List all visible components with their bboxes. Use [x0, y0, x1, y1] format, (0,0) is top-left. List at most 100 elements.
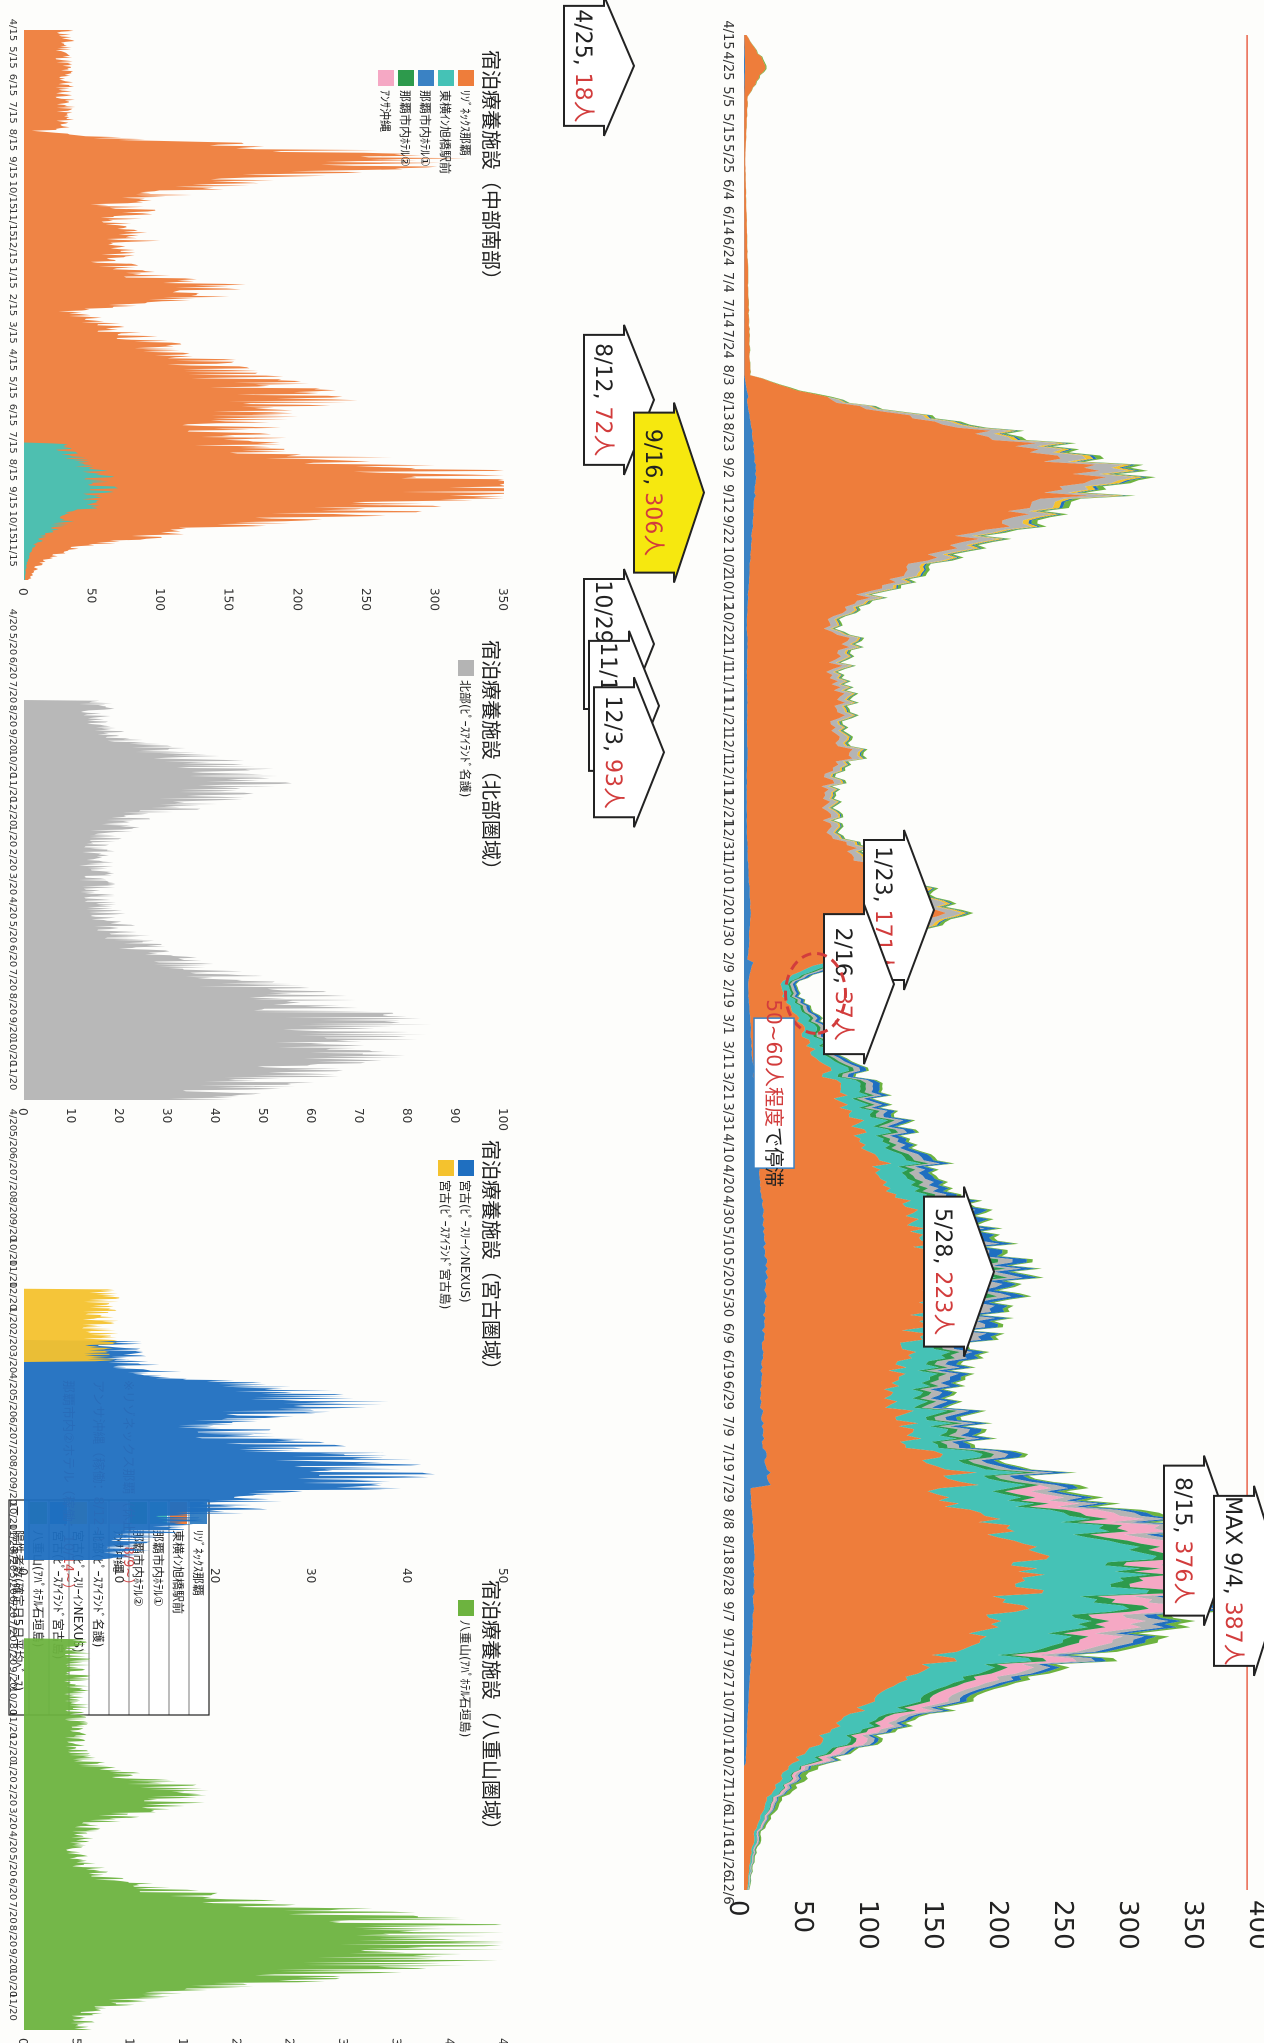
sub-legend-swatch [458, 1600, 474, 1616]
stall-value: 50~60人程度 [762, 999, 786, 1127]
sub-x-tick-label: 11/15 [7, 538, 18, 567]
callout-date: 8/15, [1170, 1477, 1195, 1540]
sub-legend-label: 宮古(ﾋﾟｰｽﾘｰｲﾝNEXUS) [458, 1180, 473, 1303]
main-x-tick-label: 7/19 [720, 1443, 735, 1472]
sub-x-tick-label: 8/15 [7, 129, 18, 151]
callout-value: 306人 [640, 492, 665, 556]
main-x-tick-label: 10/27 [720, 1748, 735, 1785]
sub-x-tick-label: 11/20 [7, 774, 18, 803]
sub-chart-subB: 10090807060504030201004/205/206/207/208/… [7, 609, 510, 1131]
main-x-tick-label: 4/20 [720, 1164, 735, 1193]
sub-chart-title: 宿泊療養施設（八重山圏域） [479, 1580, 503, 1840]
sub-y-tick-label: 0 [16, 1108, 30, 1116]
legend-marker: − [9, 1505, 25, 1517]
sub-x-tick-label: 1/20 [7, 825, 18, 847]
callout-date: 1/23, [870, 846, 895, 909]
main-x-tick-label: 12/21 [720, 789, 735, 826]
sub-x-tick-label: 11/15 [7, 208, 18, 237]
sub-x-tick-label: 6/20 [7, 1878, 18, 1900]
main-x-tick-label: 6/4 [720, 179, 735, 200]
sub-y-tick-label: 15 [176, 2038, 190, 2043]
callout-max: MAX 9/4, 387人 [1213, 1485, 1264, 1677]
sub-y-tick-label: 20 [208, 1568, 222, 1583]
sub-x-tick-label: 7/20 [7, 1175, 18, 1197]
main-x-tick-label: 1/30 [720, 917, 735, 946]
stall-annotation: 50~60人程度で停滞 [753, 951, 847, 1187]
callout-4-25: 4/25, 18人 [563, 0, 636, 137]
sub-x-tick-label: 7/20 [7, 1901, 18, 1923]
main-x-tick-label: 6/24 [720, 237, 735, 266]
main-x-tick-label: 11/26 [720, 1840, 735, 1877]
main-x-tick-label: 9/12 [720, 484, 735, 513]
callout-label: 9/16, 306人 [640, 429, 665, 556]
main-x-tick-label: 8/28 [720, 1566, 735, 1595]
callout-date: 9/16, [640, 429, 665, 492]
sub-x-tick-label: 4/20 [7, 1373, 18, 1395]
sub-series-area [24, 30, 504, 580]
main-x-tick-label: 8/13 [720, 391, 735, 420]
sub-series-area [24, 1120, 120, 1560]
main-x-tick-label: 3/11 [720, 1041, 735, 1070]
main-x-tick-label: 6/9 [720, 1323, 735, 1344]
sub-x-tick-label: 6/20 [7, 657, 18, 679]
sub-x-tick-label: 2/20 [7, 849, 18, 871]
sub-x-tick-label: 8/20 [7, 993, 18, 1015]
sub-x-tick-label: 5/20 [7, 1572, 18, 1594]
sub-series-area [24, 1120, 436, 1560]
sub-y-tick-label: 50 [256, 1108, 270, 1123]
sub-x-tick-label: 10/20 [7, 1687, 18, 1716]
main-x-tick-label: 12/6 [720, 1875, 735, 1904]
sub-x-tick-label: 10/20 [7, 1238, 18, 1267]
sub-y-tick-label: 10 [112, 1568, 126, 1583]
sub-x-tick-label: 7/20 [7, 969, 18, 991]
sub-y-tick-label: 5 [69, 2038, 83, 2043]
sub-x-tick-label: 6/15 [7, 74, 18, 96]
main-y-tick-label: 0 [723, 1900, 753, 1917]
sub-x-tick-label: 8/20 [7, 1197, 18, 1219]
sub-y-tick-label: 30 [160, 1108, 174, 1123]
sub-x-tick-label: 9/15 [7, 486, 18, 508]
sub-y-tick-label: 250 [359, 588, 373, 611]
callout-value: 37人 [830, 991, 855, 1041]
main-y-tick-label: 150 [918, 1900, 948, 1950]
sub-x-tick-label: 4/20 [7, 1549, 18, 1571]
main-x-tick-label: 7/24 [720, 330, 735, 359]
legend-label: 陽性者数(確定日5日平均ﾍﾞｰｽ) [11, 1530, 26, 1691]
sub-x-tick-label: 10/15 [7, 181, 18, 210]
sub-x-tick-label: 5/20 [7, 633, 18, 655]
sub-y-tick-label: 20 [229, 2038, 243, 2043]
sub-x-tick-label: 5/15 [7, 46, 18, 68]
sub-x-tick-label: 12/20 [7, 1282, 18, 1311]
sub-x-tick-label: 3/15 [7, 321, 18, 343]
sub-x-tick-label: 5/15 [7, 376, 18, 398]
main-y-tick-label: 400 [1243, 1900, 1264, 1950]
sub-x-tick-label: 8/20 [7, 1925, 18, 1947]
sub-legend-swatch [458, 70, 474, 86]
sub-x-tick-label: 4/20 [7, 897, 18, 919]
callout-12-3: 12/3, 93人 [593, 676, 666, 828]
legend-label: 宮古(ﾋﾟｰｽﾘｰｲﾝNEXUS) [71, 1530, 86, 1653]
callout-arrow-shape [563, 0, 636, 137]
main-x-tick-label: 12/11 [720, 758, 735, 795]
callout-value: 72人 [590, 407, 615, 457]
sub-x-tick-label: 3/20 [7, 1351, 18, 1373]
sub-legend-label: ｱﾝｻ沖縄 [378, 90, 393, 132]
sub-x-tick-label: 2/20 [7, 1784, 18, 1806]
main-x-tick-label: 9/2 [720, 457, 735, 478]
sub-legend-swatch [458, 1160, 474, 1176]
sub-x-tick-label: 6/20 [7, 1417, 18, 1439]
sub-legend-label: ﾘｿﾞﾈｯｸｽ那覇 [458, 90, 472, 156]
sub-y-tick-label: 35 [389, 2038, 403, 2043]
legend-label: 宮古(ﾋﾟｰｽｱｲﾗﾝﾄﾞ宮古島) [51, 1530, 66, 1659]
sub-legend-swatch [438, 1160, 454, 1176]
main-x-tick-label: 6/19 [720, 1350, 735, 1379]
sub-series-area [24, 1560, 504, 2030]
main-y-tick-label: 350 [1178, 1900, 1208, 1950]
sub-x-tick-label: 10/20 [7, 750, 18, 779]
sub-chart-subD: 4540353025201510504/205/206/207/208/209/… [7, 1549, 510, 2043]
sub-y-tick-label: 30 [304, 1568, 318, 1583]
sub-y-tick-label: 100 [153, 588, 167, 611]
sub-legend-label: 宮古(ﾋﾟｰｽｱｲﾗﾝﾄﾞ宮古島) [438, 1180, 453, 1309]
sub-y-tick-label: 0 [16, 588, 30, 596]
